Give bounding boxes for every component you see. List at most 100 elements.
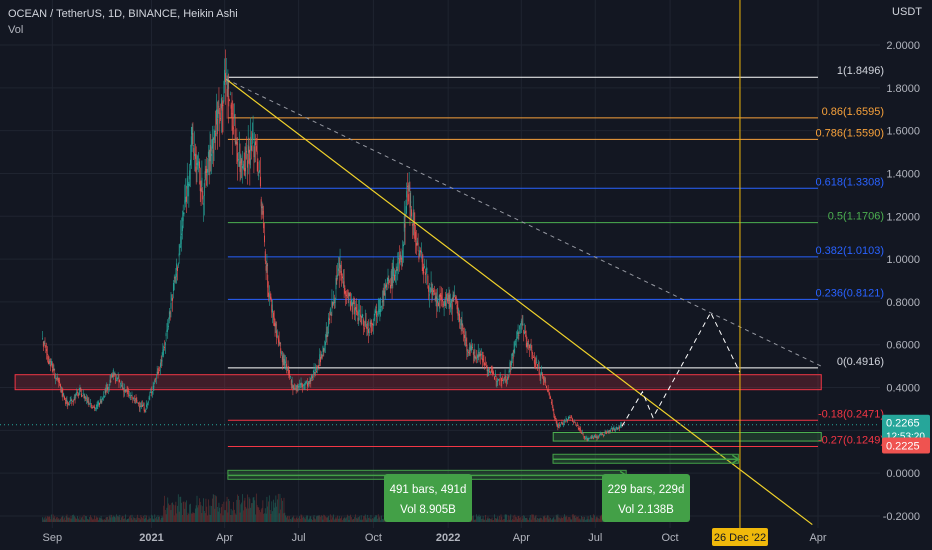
volume-bar — [264, 508, 266, 522]
volume-bar — [281, 500, 283, 522]
candle-body — [146, 404, 148, 408]
candle-body — [142, 404, 144, 406]
candle-body — [185, 196, 187, 202]
candle-body — [160, 361, 162, 363]
volume-bar — [243, 500, 245, 522]
candle-body — [618, 426, 620, 428]
volume-bar — [368, 517, 370, 522]
volume-bar — [584, 517, 586, 522]
candle-body — [275, 324, 277, 326]
volume-bar — [330, 519, 332, 522]
volume-bar — [149, 518, 151, 522]
volume-bar — [265, 513, 267, 522]
secondary-price-tag — [882, 437, 930, 454]
y-tick-label: 0.8000 — [886, 297, 920, 309]
volume-bar — [145, 517, 147, 522]
volume-bar — [542, 519, 543, 522]
candle-body — [497, 378, 499, 381]
volume-bar — [534, 516, 536, 522]
volume-bar — [303, 517, 305, 522]
candle-body — [392, 266, 394, 277]
volume-bar — [329, 519, 330, 522]
volume-bar — [105, 517, 107, 522]
candle-body — [290, 380, 292, 386]
range-label-box — [602, 474, 690, 522]
candle-body — [450, 303, 452, 308]
candle-body — [558, 424, 560, 427]
symbol-title[interactable]: OCEAN / TetherUS, 1D, BINANCE, Heikin As… — [8, 8, 238, 20]
volume-bar — [362, 519, 364, 522]
volume-bar — [472, 515, 474, 522]
volume-bar — [82, 519, 84, 522]
candle-body — [408, 185, 410, 191]
volume-bar — [98, 520, 100, 522]
candle-body — [129, 395, 130, 397]
volume-bar — [333, 514, 334, 522]
volume-bar — [503, 519, 505, 522]
candle-body — [294, 388, 296, 390]
volume-bar — [219, 507, 221, 522]
candle-body — [343, 281, 345, 287]
volume-bar — [373, 517, 375, 522]
candle-body — [224, 73, 226, 83]
candle-body — [299, 383, 301, 386]
volume-bar — [78, 520, 80, 522]
candle-body — [50, 364, 52, 367]
volume-bar — [202, 506, 204, 522]
volume-bar — [125, 519, 127, 522]
volume-bar — [235, 514, 237, 522]
fib-level-label: 0(0.4916) — [837, 356, 884, 368]
volume-bar — [314, 518, 316, 522]
volume-bar — [520, 519, 522, 522]
candle-body — [220, 118, 222, 120]
candle-body — [440, 295, 442, 297]
volume-bar — [116, 514, 117, 522]
candle-body — [192, 133, 194, 145]
volume-bar — [377, 518, 378, 522]
candle-body — [323, 349, 325, 352]
volume-bar — [484, 519, 486, 522]
volume-bar — [203, 510, 205, 522]
volume-bar — [336, 518, 338, 522]
candle-body — [46, 353, 48, 355]
volume-bar — [83, 514, 85, 522]
volume-bar — [572, 514, 574, 522]
volume-bar — [175, 501, 177, 522]
volume-bar — [350, 514, 352, 522]
candle-body — [315, 368, 317, 372]
candle-body — [376, 313, 378, 315]
candle-body — [581, 432, 582, 434]
candle-body — [287, 366, 289, 368]
candle-body — [488, 369, 490, 370]
candle-body — [521, 323, 523, 325]
candle-body — [465, 339, 467, 341]
volume-bar — [139, 519, 141, 522]
candle-body — [251, 145, 252, 151]
volume-bar — [342, 518, 344, 522]
volume-bar — [237, 494, 239, 522]
volume-legend[interactable]: Vol — [8, 24, 24, 36]
candle-body — [162, 349, 164, 356]
candle-body — [503, 377, 505, 379]
volume-bar — [176, 513, 178, 522]
candle-body — [103, 396, 105, 398]
volume-bar — [311, 519, 313, 522]
candle-body — [271, 304, 273, 313]
candle-body — [514, 343, 516, 347]
candle-body — [253, 146, 255, 158]
volume-bar — [134, 518, 136, 522]
candle-body — [238, 159, 239, 161]
volume-bar — [511, 519, 513, 522]
resistance-zone — [14, 374, 822, 391]
volume-bar — [496, 518, 498, 522]
candle-body — [217, 109, 219, 119]
volume-bar — [507, 520, 508, 522]
candle-body — [215, 133, 217, 137]
candle-body — [284, 360, 286, 364]
y-tick-label: 1.2000 — [886, 211, 920, 223]
date-marker-tag — [711, 528, 768, 546]
candle-body — [175, 273, 177, 277]
candle-body — [64, 396, 65, 400]
